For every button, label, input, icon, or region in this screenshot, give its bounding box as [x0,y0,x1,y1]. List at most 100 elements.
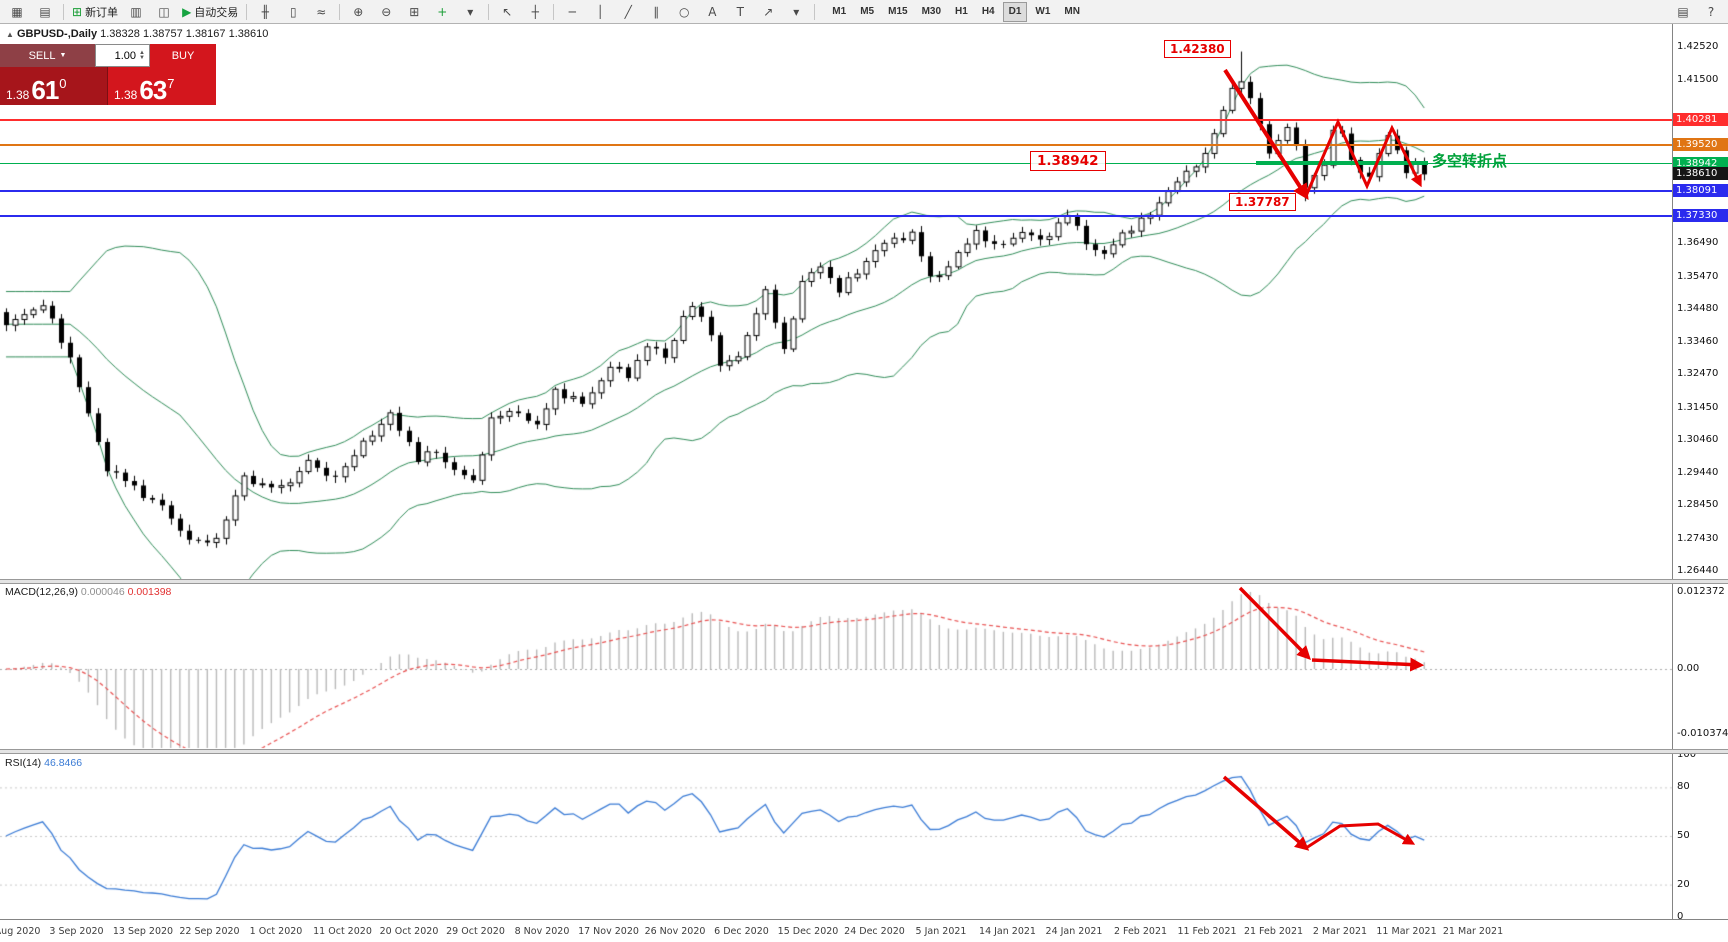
horizontal-price-line[interactable] [0,143,1672,146]
candlestick-chart-icon[interactable]: ▯ [280,1,306,23]
zoom-out-icon-glyph: ⊖ [381,4,392,19]
autotrading-glyph: ▶ [182,4,192,19]
panel-splitter[interactable] [0,579,1728,584]
peak-price-label[interactable]: 1.42380 [1164,40,1231,58]
sell-dropdown-icon: ▼ [59,52,67,59]
text-icon-glyph: A [708,4,717,19]
new-order-button[interactable]: ⊞ 新订单 [69,1,121,23]
macd-value-signal: 0.001398 [127,586,172,598]
horizontal-price-line[interactable] [0,163,1672,165]
horizontal-price-line[interactable] [0,118,1672,121]
time-axis[interactable]: 25 Aug 2020 3 Sep 2020 13 Sep 2020 22 Sep 2… [0,919,1728,942]
horizontal-line-icon[interactable]: ─ [559,1,585,23]
new-chart-icon[interactable]: ▦ [4,1,30,23]
zoom-out-icon[interactable]: ⊖ [373,1,399,23]
toolbar-separator [339,3,341,20]
panel-splitter[interactable] [0,749,1728,754]
horizontal-price-line[interactable] [0,215,1672,218]
chart-list-icon[interactable]: ◫ [151,1,177,23]
chart-list-icon-glyph: ◫ [158,4,170,19]
bid-price-prefix: 1.38 [6,88,30,102]
timeframe-m30[interactable]: M30 [921,6,942,17]
autotrading-button[interactable]: ▶ 自动交易 [179,1,241,23]
date-label: 24 Jan 2021 [1045,926,1103,937]
label-icon[interactable]: T [727,1,753,23]
price-axis-label: 1.42520 [1677,41,1719,52]
cursor-icon[interactable]: ↖ [494,1,520,23]
ellipse-icon[interactable]: ○ [671,1,697,23]
low-price-label[interactable]: 1.37787 [1229,193,1296,211]
tile-windows-icon[interactable]: ⊞ [401,1,427,23]
crosshair-icon-glyph: ┼ [531,4,539,19]
macd-axis-label: 0.012372 [1677,585,1725,597]
trendline-icon[interactable]: ╱ [615,1,641,23]
vertical-line-icon[interactable]: │ [587,1,613,23]
rsi-axis-label: 0 [1677,911,1684,922]
arrow-tool-icon-glyph: ↗ [763,4,774,19]
docking-icon[interactable]: ▤ [1677,4,1689,19]
volume-spinner: ▲ ▼ [139,49,145,61]
price-axis-tag[interactable]: 1.39520 [1673,137,1728,151]
indicators-button[interactable]: + [429,1,455,23]
timeframe-m5[interactable]: M5 [860,6,875,17]
vertical-line-icon-glyph: │ [596,4,604,19]
date-label: 21 Mar 2021 [1442,926,1504,937]
support-line-segment[interactable] [1256,161,1428,165]
text-icon[interactable]: A [699,1,725,23]
toolbar-separator [246,3,248,20]
ask-quote-panel[interactable]: 1.38 63 7 [108,67,216,105]
volume-up-icon[interactable]: ▲ [139,49,145,56]
price-axis-tag[interactable]: 1.38091 [1673,184,1728,198]
price-axis-separator [1672,24,1673,919]
arrows-dropdown-icon-glyph: ▾ [793,4,800,19]
new-order-glyph: ⊞ [72,4,83,19]
crosshair-icon[interactable]: ┼ [522,1,548,23]
tile-windows-icon-glyph: ⊞ [409,4,420,19]
turning-point-note[interactable]: 多空转折点 [1432,153,1508,170]
arrow-tool-icon[interactable]: ↗ [755,1,781,23]
indicators-dropdown-icon[interactable]: ▾ [457,1,483,23]
zoom-in-icon[interactable]: ⊕ [345,1,371,23]
rsi-axis-label: 20 [1677,878,1690,890]
bid-quote-panel[interactable]: 1.38 61 0 [0,67,108,105]
timeframe-m15[interactable]: M15 [888,6,908,17]
bar-chart-icon-glyph: ╫ [261,4,269,19]
rsi-axis-label: 50 [1677,830,1690,841]
arrows-dropdown-icon[interactable]: ▾ [783,1,809,23]
new-chart-icon-glyph: ▦ [11,4,23,19]
channel-icon[interactable]: ∥ [643,1,669,23]
timeframe-d1[interactable]: D1 [1002,1,1028,22]
candlestick-chart-icon-glyph: ▯ [289,4,297,19]
toolbar-separator [488,3,490,20]
bar-chart-icon[interactable]: ╫ [252,1,278,23]
price-axis-tag[interactable]: 1.37330 [1673,209,1728,223]
price-axis-tag[interactable]: 1.38610 [1673,167,1728,181]
date-label: 2 Mar 2021 [1312,926,1368,937]
volume-down-icon[interactable]: ▼ [139,54,145,61]
support-price-label[interactable]: 1.38942 [1030,151,1106,171]
line-chart-icon[interactable]: ≈ [308,1,334,23]
price-axis-label: 1.41500 [1677,74,1719,86]
label-icon-glyph: T [736,4,744,19]
timeframe-h1[interactable]: H1 [955,6,968,17]
help-icon[interactable]: ? [1707,4,1715,19]
volume-field: ▲ ▼ [95,44,150,67]
buy-button[interactable]: BUY [150,44,216,67]
chart-window-icon[interactable]: ▥ [123,1,149,23]
channel-icon-glyph: ∥ [653,4,660,19]
volume-input[interactable] [96,49,138,62]
profiles-icon[interactable]: ▤ [32,1,58,23]
price-axis-tag[interactable]: 1.40281 [1673,112,1728,126]
timeframe-mn[interactable]: MN [1064,6,1080,17]
timeframe-w1[interactable]: W1 [1035,6,1051,17]
price-axis-label: 1.36490 [1677,237,1719,249]
price-axis-tag[interactable]: 1.38942 [1673,156,1728,170]
cursor-icon-glyph: ↖ [502,4,513,19]
price-axis-label: 1.28450 [1677,499,1719,511]
horizontal-price-line[interactable] [0,190,1672,193]
sell-button[interactable]: SELL ▼ [0,44,95,67]
timeframe-h4[interactable]: H4 [981,6,995,17]
timeframe-m1[interactable]: M1 [832,6,847,17]
